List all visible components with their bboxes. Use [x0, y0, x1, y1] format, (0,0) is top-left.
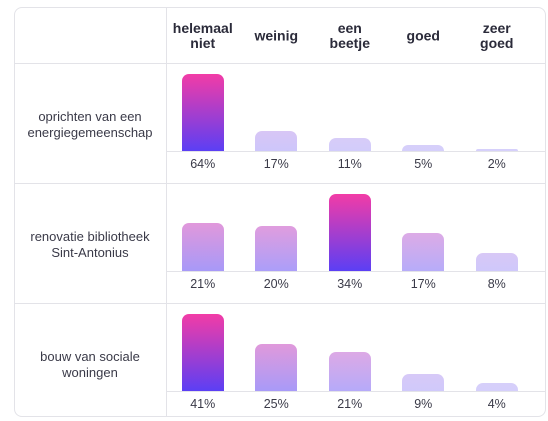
value-label: 64% [190, 157, 216, 171]
bar [255, 225, 298, 271]
value-label: 17% [410, 277, 436, 291]
value-label: 17% [263, 157, 289, 171]
column-header: goed [406, 27, 440, 43]
value-label: 8% [487, 277, 506, 291]
bar [475, 148, 518, 151]
value-label: 21% [190, 277, 216, 291]
row-divider [15, 183, 545, 184]
bar [328, 194, 371, 271]
bar [402, 232, 445, 271]
bar [181, 314, 224, 391]
row-divider [15, 63, 545, 64]
column-header: weinig [254, 27, 299, 43]
value-label: 9% [414, 397, 433, 411]
bar [475, 252, 518, 271]
value-label: 41% [190, 397, 216, 411]
bar [475, 383, 518, 391]
row-label: oprichten van een energiegemeenschap [27, 109, 153, 140]
chart-table: helemaal niet weinig een beetje goed zeer go… [14, 7, 546, 417]
column-header: helemaal niet [172, 19, 233, 51]
baseline [166, 271, 545, 272]
column-header: een beetje [329, 19, 370, 51]
value-label: 25% [263, 397, 289, 411]
bar [328, 137, 371, 151]
bar [181, 223, 224, 271]
value-label: 5% [414, 157, 433, 171]
column-header: zeer goed [480, 19, 514, 51]
bar [402, 144, 445, 151]
row-label: renovatie bibliotheek Sint-Antonius [30, 229, 150, 260]
row-divider [15, 303, 545, 304]
baseline [166, 151, 545, 152]
baseline [166, 391, 545, 392]
row-label: bouw van sociale woningen [40, 349, 140, 380]
bar [328, 351, 371, 391]
bar [255, 130, 298, 151]
value-label: 34% [337, 277, 363, 291]
bar [402, 374, 445, 391]
value-label: 20% [263, 277, 289, 291]
value-label: 2% [487, 157, 506, 171]
value-label: 4% [487, 397, 506, 411]
value-label: 11% [337, 157, 362, 171]
bar [181, 74, 224, 151]
value-label: 21% [337, 397, 363, 411]
divider [166, 8, 167, 416]
bar [255, 344, 298, 391]
